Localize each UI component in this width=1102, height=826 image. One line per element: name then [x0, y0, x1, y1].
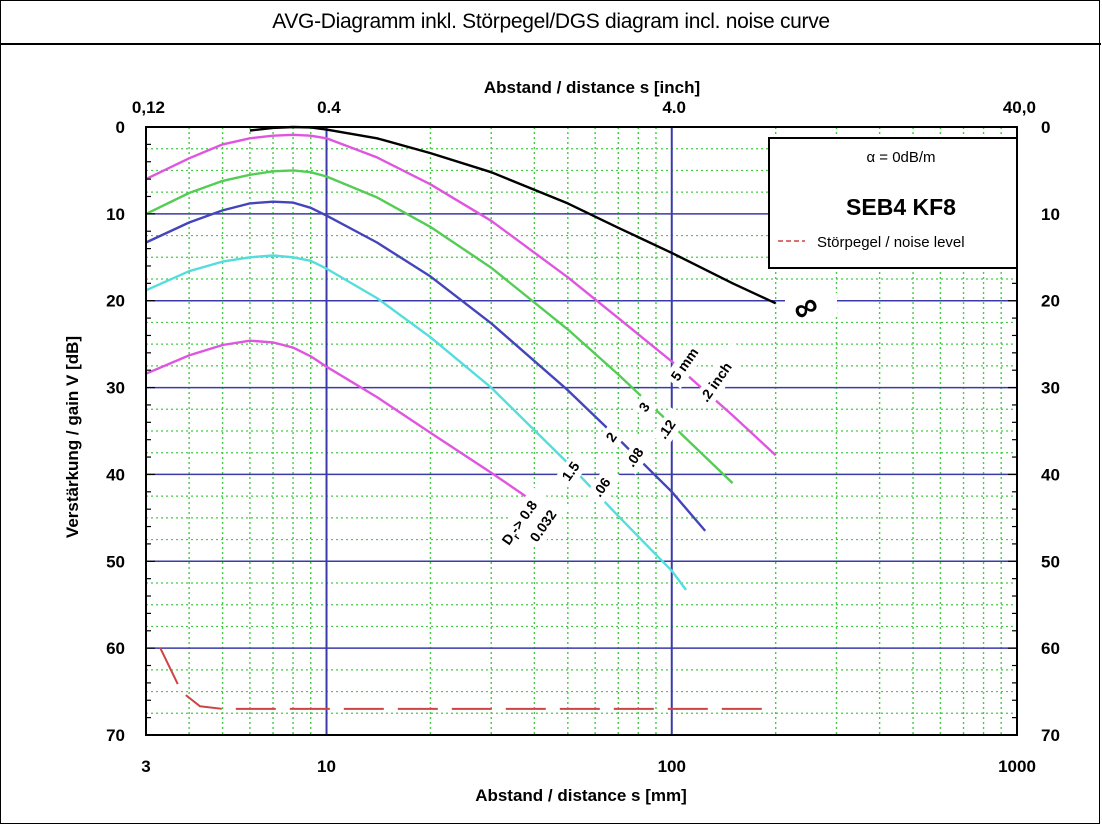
y-tick-label-left: 20	[106, 292, 125, 311]
dr-label-bg	[494, 486, 552, 554]
y-tick-label-right: 70	[1041, 726, 1060, 745]
legend: α = 0dB/m SEB4 KF8 Störpegel / noise lev…	[768, 137, 1018, 269]
unit-mm-label-bg	[664, 342, 706, 389]
dr-sub: r	[512, 532, 523, 542]
y-tick-label-right: 30	[1041, 379, 1060, 398]
inch-label-12-bg	[651, 407, 688, 447]
y-tick-label-left: 0	[116, 118, 125, 137]
y-tick-label-right: 60	[1041, 639, 1060, 658]
y-tick-label-right: 0	[1041, 118, 1050, 137]
mm-label-3: 3	[632, 394, 659, 420]
y-tick-label-left: 10	[106, 205, 125, 224]
y-tick-label-left: 50	[106, 552, 125, 571]
y-axis-label: Verstärkung / gain V [dB]	[63, 336, 82, 538]
legend-probe: SEB4 KF8	[846, 194, 956, 220]
dr-label: Dr-> 0.8	[494, 486, 552, 554]
x2-tick-label: 0.4	[317, 98, 341, 117]
noise-curve	[159, 647, 776, 710]
tick-labels: 0 0 10 10 20 20 30 30 40 40 50 50 60 60 70 70 3 10 100 1000…	[106, 98, 1060, 776]
title-bar: AVG-Diagramm inkl. Störpegel/DGS diagram…	[1, 1, 1101, 45]
y-tick-label-left: 60	[106, 639, 125, 658]
y-tick-label-left: 30	[106, 379, 125, 398]
inch-label-12: .12	[651, 407, 688, 447]
x2-tick-label: 40,0	[1003, 98, 1036, 117]
x2-axis-label: Abstand / distance s [inch]	[484, 78, 700, 97]
y-tick-label-left: 70	[106, 726, 125, 745]
y-tick-label-right: 10	[1041, 205, 1060, 224]
noise-layer	[159, 647, 776, 710]
x2-tick-label: 0,12	[132, 98, 165, 117]
chart-title: AVG-Diagramm inkl. Störpegel/DGS diagram…	[272, 10, 830, 33]
y-tick-label-right: 50	[1041, 552, 1060, 571]
inch-label-08-bg	[619, 435, 656, 475]
infinity-bg	[785, 293, 837, 317]
inch-label-06: .06	[586, 465, 623, 505]
mm-label-2-bg	[599, 424, 626, 450]
series-line-0	[249, 125, 777, 305]
y-tick-label-right: 40	[1041, 465, 1060, 484]
plot-area-border	[145, 126, 1018, 736]
x2-tick-label: 4.0	[662, 98, 686, 117]
mm-label-1-5-bg	[555, 449, 592, 489]
series-line-2	[145, 169, 734, 484]
x-axis-label: Abstand / distance s [mm]	[475, 786, 687, 805]
y-tick-label-right: 20	[1041, 292, 1060, 311]
unit-mm-label: 5 mm	[664, 342, 706, 389]
grid-major	[146, 127, 1017, 735]
x-tick-label: 3	[141, 757, 150, 776]
series-line-5	[145, 339, 536, 504]
inch-label-032-bg	[523, 496, 570, 550]
mm-label-3-bg	[632, 394, 659, 420]
x-tick-label: 10	[317, 757, 336, 776]
y-tick-label-left: 40	[106, 465, 125, 484]
infinity-label: ∞	[785, 285, 825, 330]
inch-label-06-bg	[586, 465, 623, 505]
series-line-3	[145, 200, 707, 532]
legend-noise: Störpegel / noise level	[817, 234, 965, 251]
legend-alpha: α = 0dB/m	[866, 149, 935, 166]
x-tick-label: 100	[658, 757, 686, 776]
unit-inch-label-bg	[693, 341, 750, 410]
mm-label-2: 2	[599, 424, 626, 450]
x-tick-label: 1000	[998, 757, 1036, 776]
series-line-1	[145, 133, 777, 457]
legend-box	[768, 137, 1018, 269]
